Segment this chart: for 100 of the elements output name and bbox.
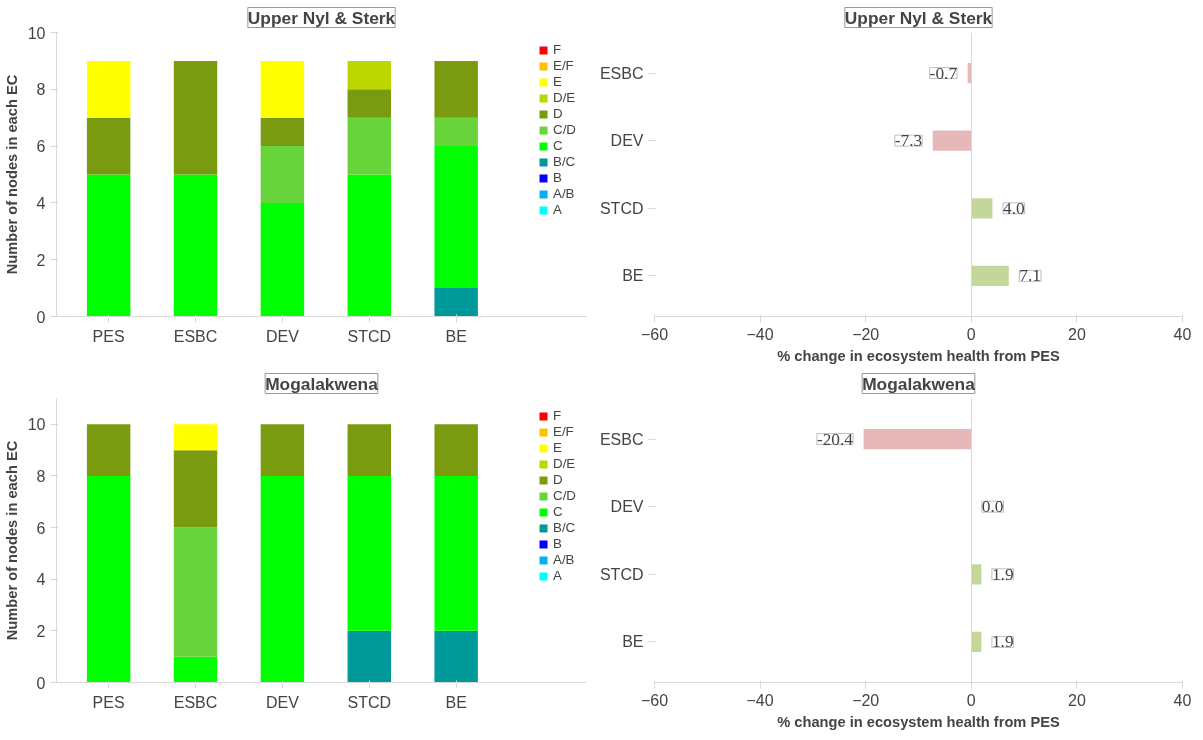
y-tick-label: 2: [36, 251, 46, 269]
data-label: -20.4: [816, 429, 854, 449]
y-tick-label: 4: [36, 194, 46, 212]
y-tick-label: 10: [27, 24, 46, 42]
bar: [173, 174, 218, 317]
legend-label: D: [553, 472, 564, 487]
bar: [173, 656, 218, 683]
x-tick-label: 0: [966, 691, 976, 709]
y-tick-label: 6: [36, 138, 46, 156]
x-tick-label: ESBC: [173, 693, 218, 711]
legend-label: B/C: [553, 520, 576, 535]
x-tick-label: STCD: [347, 693, 392, 711]
legend-label: A/B: [553, 552, 575, 567]
legend-label: C/D: [553, 122, 576, 137]
legend-label: E: [553, 74, 563, 89]
bar: [260, 60, 305, 118]
x-tick-label: −20: [852, 325, 880, 343]
legend-label: A: [553, 568, 563, 583]
bar: [347, 117, 392, 175]
bar: [347, 630, 392, 683]
x-tick-label: 40: [1173, 325, 1192, 343]
legend-label: F: [553, 42, 563, 57]
x-tick-label: 40: [1173, 691, 1192, 709]
y-tick-label: STCD: [599, 565, 644, 583]
y-tick-label: DEV: [610, 498, 644, 516]
bar: [347, 60, 392, 90]
y-tick-label: BE: [622, 267, 644, 285]
legend-label: F: [553, 408, 563, 423]
bar: [86, 60, 131, 118]
y-tick-label: DEV: [610, 132, 644, 150]
x-tick-label: −40: [746, 325, 774, 343]
legend-label: E: [553, 440, 563, 455]
y-tick-label: 10: [27, 416, 46, 434]
chart-title: Mogalakwena: [862, 373, 976, 394]
x-tick-label: DEV: [265, 327, 300, 345]
bar: [86, 475, 131, 683]
bar: [971, 265, 1009, 287]
bar: [173, 450, 218, 528]
x-tick-label: −60: [640, 325, 669, 343]
x-tick-label: PES: [92, 327, 125, 345]
bar: [173, 527, 218, 657]
bar: [434, 424, 478, 476]
data-label: 1.9: [991, 632, 1014, 652]
legend-label: A/B: [553, 186, 575, 201]
bar: [971, 198, 993, 219]
bar: [932, 130, 972, 151]
data-label: -7.3: [894, 131, 923, 151]
y-tick-label: 4: [36, 571, 46, 589]
bar: [434, 475, 478, 631]
x-tick-label: −20: [852, 691, 880, 709]
y-tick-label: BE: [622, 633, 644, 651]
bar: [347, 89, 392, 118]
y-tick-label: 0: [36, 674, 46, 692]
bar: [260, 117, 305, 147]
chart-title: Mogalakwena: [265, 373, 379, 394]
x-tick-label: −40: [746, 691, 774, 709]
bar: [434, 60, 478, 118]
x-tick-label: 20: [1068, 691, 1086, 709]
bar: [86, 174, 131, 317]
bar: [434, 117, 478, 147]
data-label: -0.7: [929, 63, 958, 83]
y-tick-label: ESBC: [599, 430, 644, 448]
y-tick-label: 0: [36, 308, 46, 326]
bar: [260, 475, 305, 683]
legend-label: C/D: [553, 488, 576, 503]
x-tick-label: −60: [640, 691, 669, 709]
legend-label: D: [553, 106, 564, 121]
data-label: 7.1: [1019, 266, 1042, 286]
bar: [347, 424, 392, 476]
y-tick-label: 8: [36, 467, 46, 485]
data-label: 4.0: [1002, 198, 1025, 218]
data-label: 1.9: [991, 564, 1014, 584]
x-tick-label: DEV: [265, 693, 300, 711]
y-tick-label: 6: [36, 519, 46, 537]
x-tick-label: 0: [966, 325, 976, 343]
bar: [173, 60, 218, 175]
x-tick-label: BE: [445, 693, 467, 711]
y-tick-label: 8: [36, 81, 46, 99]
bar: [434, 146, 478, 289]
bar: [347, 174, 392, 317]
x-tick-label: STCD: [347, 327, 392, 345]
bar: [260, 424, 305, 476]
chart-title: Upper Nyl & Sterk: [247, 7, 396, 28]
y-tick-label: 2: [36, 622, 46, 640]
bar: [86, 424, 131, 476]
legend-label: E/F: [553, 58, 574, 73]
legend-label: A: [553, 202, 563, 217]
legend-label: D/E: [553, 90, 576, 105]
bar: [260, 202, 305, 317]
y-tick-label: ESBC: [599, 64, 644, 82]
x-axis-title: % change in ecosystem health from PES: [777, 347, 1061, 364]
bar: [434, 288, 478, 317]
legend-label: E/F: [553, 424, 574, 439]
legend-label: B: [553, 536, 563, 551]
bar: [434, 630, 478, 683]
bar: [347, 475, 392, 631]
chart-title: Upper Nyl & Sterk: [844, 7, 993, 28]
x-tick-label: BE: [445, 327, 467, 345]
x-tick-label: ESBC: [173, 327, 218, 345]
legend-label: B: [553, 170, 563, 185]
